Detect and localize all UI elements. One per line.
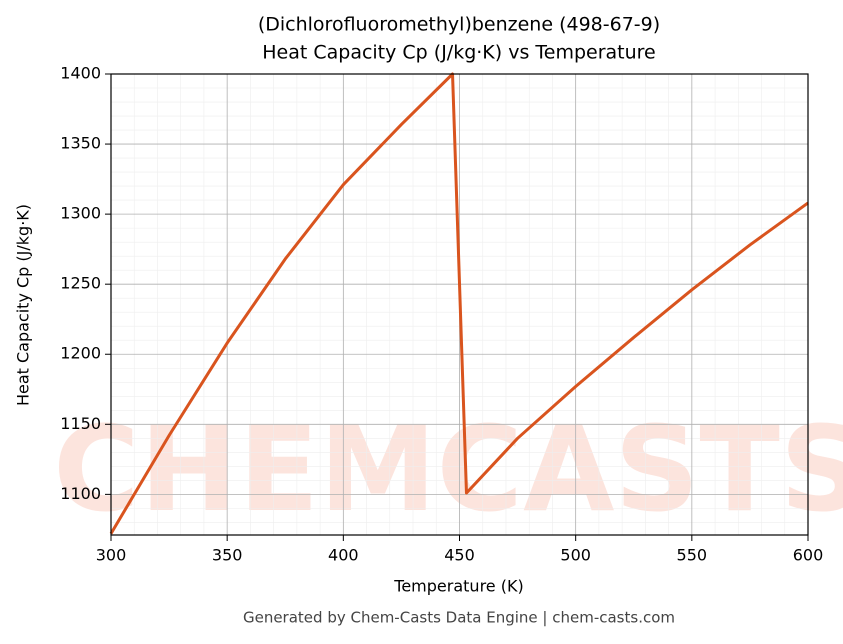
chart-title: (Dichlorofluoromethyl)benzene (498-67-9) — [258, 14, 660, 36]
y-tick-label: 1350 — [60, 134, 101, 153]
y-tick-label: 1300 — [60, 204, 101, 223]
y-tick-label: 1250 — [60, 274, 101, 293]
x-tick-label: 500 — [560, 546, 591, 565]
x-tick-label: 550 — [677, 546, 708, 565]
y-axis-label: Heat Capacity Cp (J/kg·K) — [14, 204, 33, 406]
footer: Generated by Chem-Casts Data Engine | ch… — [243, 609, 675, 627]
x-tick-label: 600 — [793, 546, 824, 565]
data-line — [109, 72, 809, 535]
x-tick-label: 400 — [328, 546, 359, 565]
x-tick-label: 450 — [444, 546, 475, 565]
y-tick-label: 1100 — [60, 484, 101, 503]
plot-frame — [110, 73, 809, 536]
y-tick-label: 1400 — [60, 64, 101, 83]
x-axis-label: Temperature (K) — [393, 577, 523, 596]
chart-subtitle: Heat Capacity Cp (J/kg·K) vs Temperature — [262, 42, 656, 64]
y-tick-label: 1200 — [60, 344, 101, 363]
x-tick-label: 300 — [96, 546, 127, 565]
watermark: CHEMCASTS — [53, 400, 843, 538]
x-tick-label: 350 — [212, 546, 243, 565]
y-tick-label: 1150 — [60, 414, 101, 433]
